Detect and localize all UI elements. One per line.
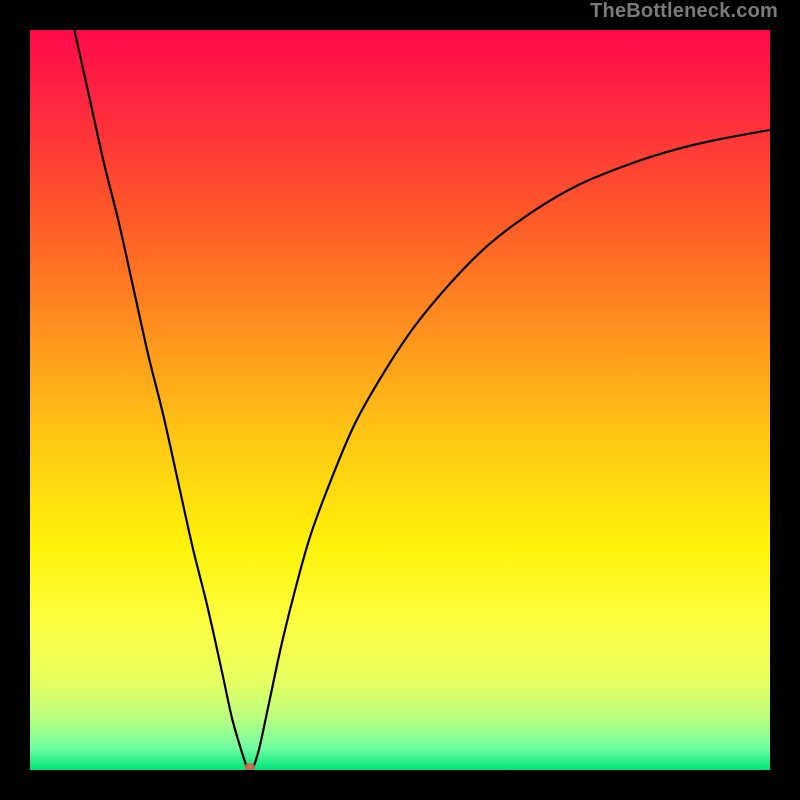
marker-layer	[30, 30, 770, 770]
bottleneck-curve	[30, 30, 770, 770]
plot-area	[30, 30, 770, 770]
curve-right-branch	[253, 130, 770, 767]
optimum-marker	[244, 763, 255, 770]
chart-root: TheBottleneck.com	[0, 0, 800, 800]
watermark-label: TheBottleneck.com	[590, 0, 778, 23]
gradient-background	[30, 30, 770, 770]
curve-left-branch	[74, 30, 246, 767]
